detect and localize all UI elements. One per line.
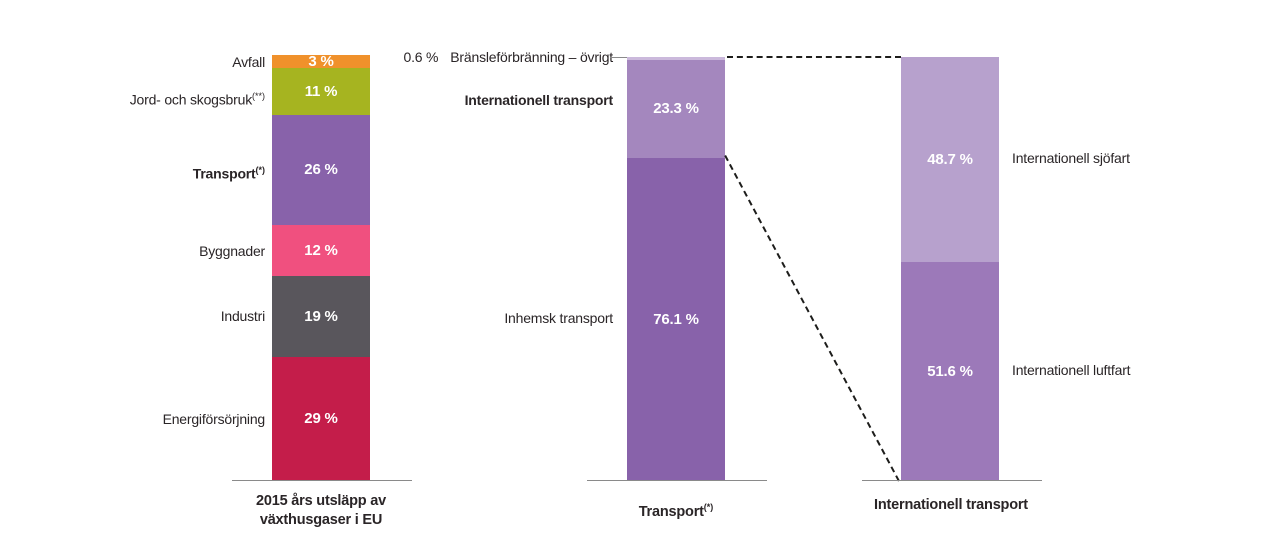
segment-internationell-sjofart: 48.7 %	[901, 57, 999, 263]
segment-value: 23.3 %	[653, 100, 699, 118]
label-jord-och-skogsbruk: Jord- och skogsbruk(**)	[129, 91, 265, 108]
segment-internationell-transport: 23.3 %	[627, 59, 725, 159]
bar-transport-breakdown: 23.3 % 76.1 %	[627, 57, 725, 480]
footnote-marker: (*)	[255, 165, 266, 175]
segment-value: 48.7 %	[927, 151, 973, 169]
label-internationell-luftfart: Internationell luftfart	[1012, 362, 1131, 378]
label-avfall: Avfall	[232, 54, 265, 70]
axis-baseline-3	[862, 480, 1042, 481]
label-byggnader: Byggnader	[199, 243, 265, 259]
label-internationell-transport: Internationell transport	[464, 92, 614, 108]
segment-value: 26 %	[304, 161, 338, 179]
segment-value: 11 %	[304, 82, 338, 100]
segment-avfall: 3 %	[272, 55, 370, 68]
segment-transport: 26 %	[272, 114, 370, 225]
bar-international-transport-breakdown: 48.7 % 51.6 %	[901, 57, 999, 480]
segment-bransleforbranning-ovrigt	[627, 57, 725, 60]
segment-inhemsk-transport: 76.1 %	[627, 158, 725, 480]
label-industri: Industri	[220, 308, 266, 324]
bar-eu-emissions-2015: 3 % 11 % 26 % 12 % 19 % 29 %	[272, 55, 370, 480]
segment-value: 19 %	[304, 307, 338, 325]
segment-byggnader: 12 %	[272, 225, 370, 276]
segment-energiforsorjning: 29 %	[272, 356, 370, 480]
dashed-line-diagonal	[724, 155, 900, 482]
segment-value: 51.6 %	[927, 362, 973, 380]
axis-title-internationell-transport: Internationell transport	[874, 497, 1028, 513]
value-bransleforbranning-ovrigt: 0.6 %	[403, 49, 439, 65]
label-inhemsk-transport: Inhemsk transport	[504, 310, 613, 326]
segment-jord-och-skogsbruk: 11 %	[272, 67, 370, 115]
label-energiforsorjning: Energiförsörjning	[162, 411, 266, 427]
segment-industri: 19 %	[272, 276, 370, 357]
label-transport: Transport(*)	[192, 165, 266, 182]
footnote-marker: (*)	[703, 502, 714, 512]
segment-internationell-luftfart: 51.6 %	[901, 262, 999, 480]
leader-line	[610, 57, 627, 58]
segment-value: 12 %	[304, 242, 338, 259]
label-internationell-sjofart: Internationell sjöfart	[1012, 150, 1130, 166]
axis-baseline-2	[587, 480, 767, 481]
axis-baseline-1	[232, 480, 412, 481]
label-bransleforbranning-ovrigt: 0.6 % Bränsleförbränning – övrigt	[403, 49, 613, 65]
footnote-marker: (**)	[252, 91, 265, 101]
dashed-line-top	[727, 56, 901, 58]
axis-title-transport: Transport(*)	[638, 502, 714, 520]
segment-value: 76.1 %	[653, 310, 699, 328]
segment-value: 29 %	[304, 409, 338, 427]
axis-title-eu-emissions: 2015 års utsläpp av växthusgaser i EU	[256, 493, 386, 528]
segment-value: 3 %	[308, 55, 334, 68]
